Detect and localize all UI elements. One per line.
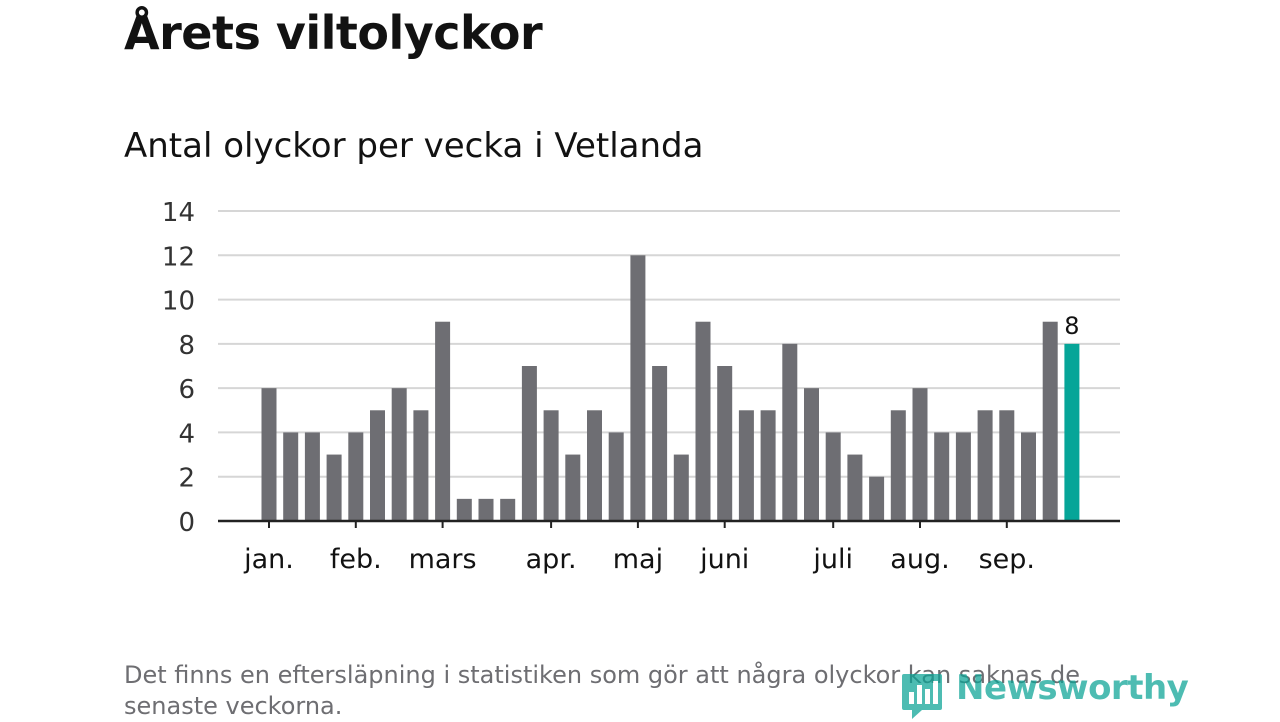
bar [587,410,602,521]
bar [326,454,342,521]
newsworthy-logo-icon [902,674,942,719]
x-tick-label: juni [699,544,749,575]
bar [999,410,1015,521]
x-tick-label: aug. [890,544,949,575]
bar [348,432,364,521]
data-label: 8 [1064,312,1079,340]
bar [760,410,776,521]
x-tick-label: apr. [526,544,577,575]
bar [370,410,385,521]
bar [825,432,841,521]
bar [890,410,906,521]
bar [977,410,993,521]
x-tick-label: maj [613,544,663,575]
y-tick-label: 4 [178,419,195,449]
bar [695,321,711,521]
bar [673,454,689,521]
bar [934,432,950,521]
newsworthy-logo: Newsworthy [900,668,1189,720]
bar [1042,321,1058,521]
bar [304,432,320,521]
bar [652,366,668,521]
data-labels: 8 [1064,312,1079,340]
bar [521,366,537,521]
bar [283,432,299,521]
bar [782,343,798,521]
bar [630,255,646,522]
x-tick-label: feb. [330,544,382,575]
bar [955,432,971,521]
bar [391,388,407,521]
y-tick-label: 2 [178,464,195,494]
x-axis-ticks: jan. feb. mars apr. maj juni juli aug. sep. [243,521,1035,575]
bar [435,321,451,521]
bar [847,454,863,521]
bar [869,476,885,521]
bar [912,388,928,521]
y-tick-label: 6 [178,375,195,405]
y-tick-label: 0 [178,508,195,538]
gridlines [218,210,1120,478]
bar [717,366,733,521]
bar [738,410,754,521]
bar [1021,432,1036,521]
y-tick-label: 14 [162,198,195,228]
x-tick-label: jan. [243,544,294,575]
y-tick-label: 12 [162,242,195,272]
bar [261,388,277,521]
chart-title: Årets viltolyckor [124,6,543,60]
bar [500,498,516,521]
y-axis-ticks: 0 2 4 6 8 10 12 14 [162,198,195,538]
bar [804,388,819,521]
newsworthy-logo-text: Newsworthy [956,668,1189,708]
chart-subtitle: Antal olyckor per vecka i Vetlanda [124,126,704,166]
x-tick-label: sep. [979,544,1035,575]
x-tick-label: juli [812,544,853,575]
y-tick-label: 10 [162,287,195,317]
bars [261,255,1080,522]
bar [456,498,472,521]
bar [543,410,559,521]
x-tick-label: mars [409,544,477,575]
bar [413,410,429,521]
y-tick-label: 8 [178,331,195,361]
bar [608,432,624,521]
bar [565,454,581,521]
bar [478,498,494,521]
bar-highlight [1064,343,1080,521]
